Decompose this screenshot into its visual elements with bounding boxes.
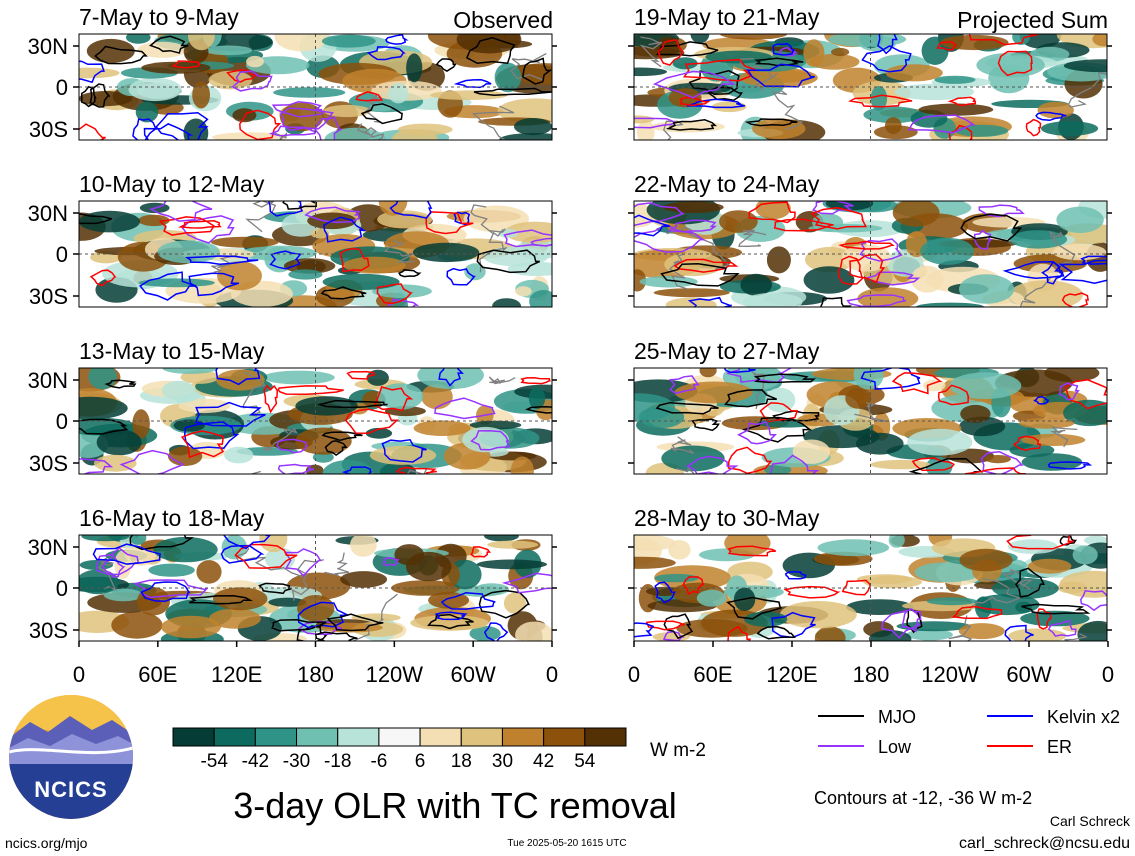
footer-url: ncics.org/mjo: [5, 835, 88, 851]
chart-title: 3-day OLR with TC removal: [233, 785, 676, 826]
map-panel: 22-May to 24-May: [628, 171, 1112, 308]
y-tick-label: 0: [56, 576, 68, 601]
x-tick-label: 180: [297, 662, 334, 687]
colorbar-swatch: [172, 727, 215, 747]
y-tick-label: 30S: [29, 284, 68, 309]
panel-title: 10-May to 12-May: [79, 171, 265, 197]
map-panel: 19-May to 21-May Projected Sum: [628, 4, 1112, 141]
colorbar-tick-label: -6: [370, 751, 387, 772]
legend-label: MJO: [878, 707, 916, 727]
logo-text: NCICS: [34, 777, 107, 802]
y-tick-label: 0: [56, 242, 68, 267]
x-tick-label: 60W: [451, 662, 496, 687]
colorbar-swatch: [296, 727, 339, 747]
colorbar-tick-label: 30: [492, 751, 513, 772]
y-tick-label: 30S: [29, 451, 68, 476]
x-tick-label: 120E: [766, 662, 817, 687]
colorbar-tick-label: -54: [200, 751, 228, 772]
map-panel: 30N 0 30S 13-May to 15-May: [28, 338, 557, 476]
y-tick-label: 0: [56, 409, 68, 434]
colorbar-tick-label: 6: [415, 751, 426, 772]
ncics-logo: NCICS: [9, 695, 133, 819]
y-tick-label: 30N: [28, 368, 68, 393]
x-tick-label: 60W: [1006, 662, 1051, 687]
x-tick-label: 60E: [138, 662, 177, 687]
column-label: Observed: [453, 7, 553, 33]
x-tick-label: 0: [1102, 662, 1114, 687]
map-panel: 28-May to 30-May: [628, 505, 1112, 642]
x-tick-label: 180: [853, 662, 890, 687]
panel-title: 22-May to 24-May: [634, 171, 820, 197]
colorbar-tick-label: 54: [574, 751, 596, 772]
y-tick-label: 30N: [28, 201, 68, 226]
x-tick-label: 0: [546, 662, 558, 687]
footer-author: Carl Schreck: [1050, 813, 1131, 829]
y-tick-label: 30N: [28, 535, 68, 560]
colorbar-tick-label: -42: [242, 751, 269, 772]
colorbar-tick-label: 18: [451, 751, 472, 772]
colorbar-swatch: [460, 727, 503, 747]
map-panel: 30N 0 30S 7-May to 9-May Observed: [28, 4, 557, 142]
x-tick-label: 0: [628, 662, 640, 687]
colorbar-swatch: [501, 727, 545, 747]
colorbar: -54 -42 -30 -18 -6 6 18 30 42 54: [172, 727, 627, 772]
panel-title: 7-May to 9-May: [79, 4, 239, 30]
legend: MJO Kelvin x2 Low ER: [818, 707, 1120, 757]
legend-label: Low: [878, 737, 912, 757]
column-label: Projected Sum: [957, 7, 1108, 33]
colorbar-swatch: [543, 727, 586, 747]
panel-title: 28-May to 30-May: [634, 505, 820, 531]
colorbar-swatch: [378, 727, 421, 747]
panel-title: 25-May to 27-May: [634, 338, 820, 364]
colorbar-swatch: [584, 727, 627, 747]
y-tick-label: 0: [56, 75, 68, 100]
colorbar-tick-label: -30: [283, 751, 310, 772]
contour-note: Contours at -12, -36 W m-2: [814, 788, 1032, 808]
footer-email: carl_schreck@ncsu.edu: [959, 835, 1130, 852]
x-tick-label: 0: [73, 662, 85, 687]
colorbar-swatch: [213, 727, 256, 747]
map-panel: 25-May to 27-May: [628, 338, 1112, 475]
panel-title: 19-May to 21-May: [634, 4, 820, 30]
panel-title: 13-May to 15-May: [79, 338, 265, 364]
x-tick-label: 120W: [921, 662, 979, 687]
colorbar-unit: W m-2: [650, 740, 706, 761]
panel-title: 16-May to 18-May: [79, 505, 265, 531]
colorbar-swatch: [419, 727, 462, 747]
x-tick-label: 120W: [366, 662, 424, 687]
colorbar-tick-label: -18: [324, 751, 351, 772]
colorbar-tick-label: 42: [533, 751, 554, 772]
x-tick-label: 60E: [693, 662, 732, 687]
map-panel: 30N 0 30S 10-May to 12-May: [28, 171, 557, 309]
y-tick-label: 30N: [28, 34, 68, 59]
legend-label: ER: [1047, 737, 1072, 757]
legend-label: Kelvin x2: [1047, 707, 1120, 727]
colorbar-swatch: [254, 727, 298, 747]
colorbar-swatch: [337, 727, 380, 747]
y-tick-label: 30S: [29, 117, 68, 142]
map-panel: 30N 0 30S 16-May to 18-May: [28, 505, 557, 643]
y-tick-label: 30S: [29, 618, 68, 643]
footer-timestamp: Tue 2025-05-20 1615 UTC: [507, 838, 626, 849]
x-tick-label: 120E: [211, 662, 262, 687]
